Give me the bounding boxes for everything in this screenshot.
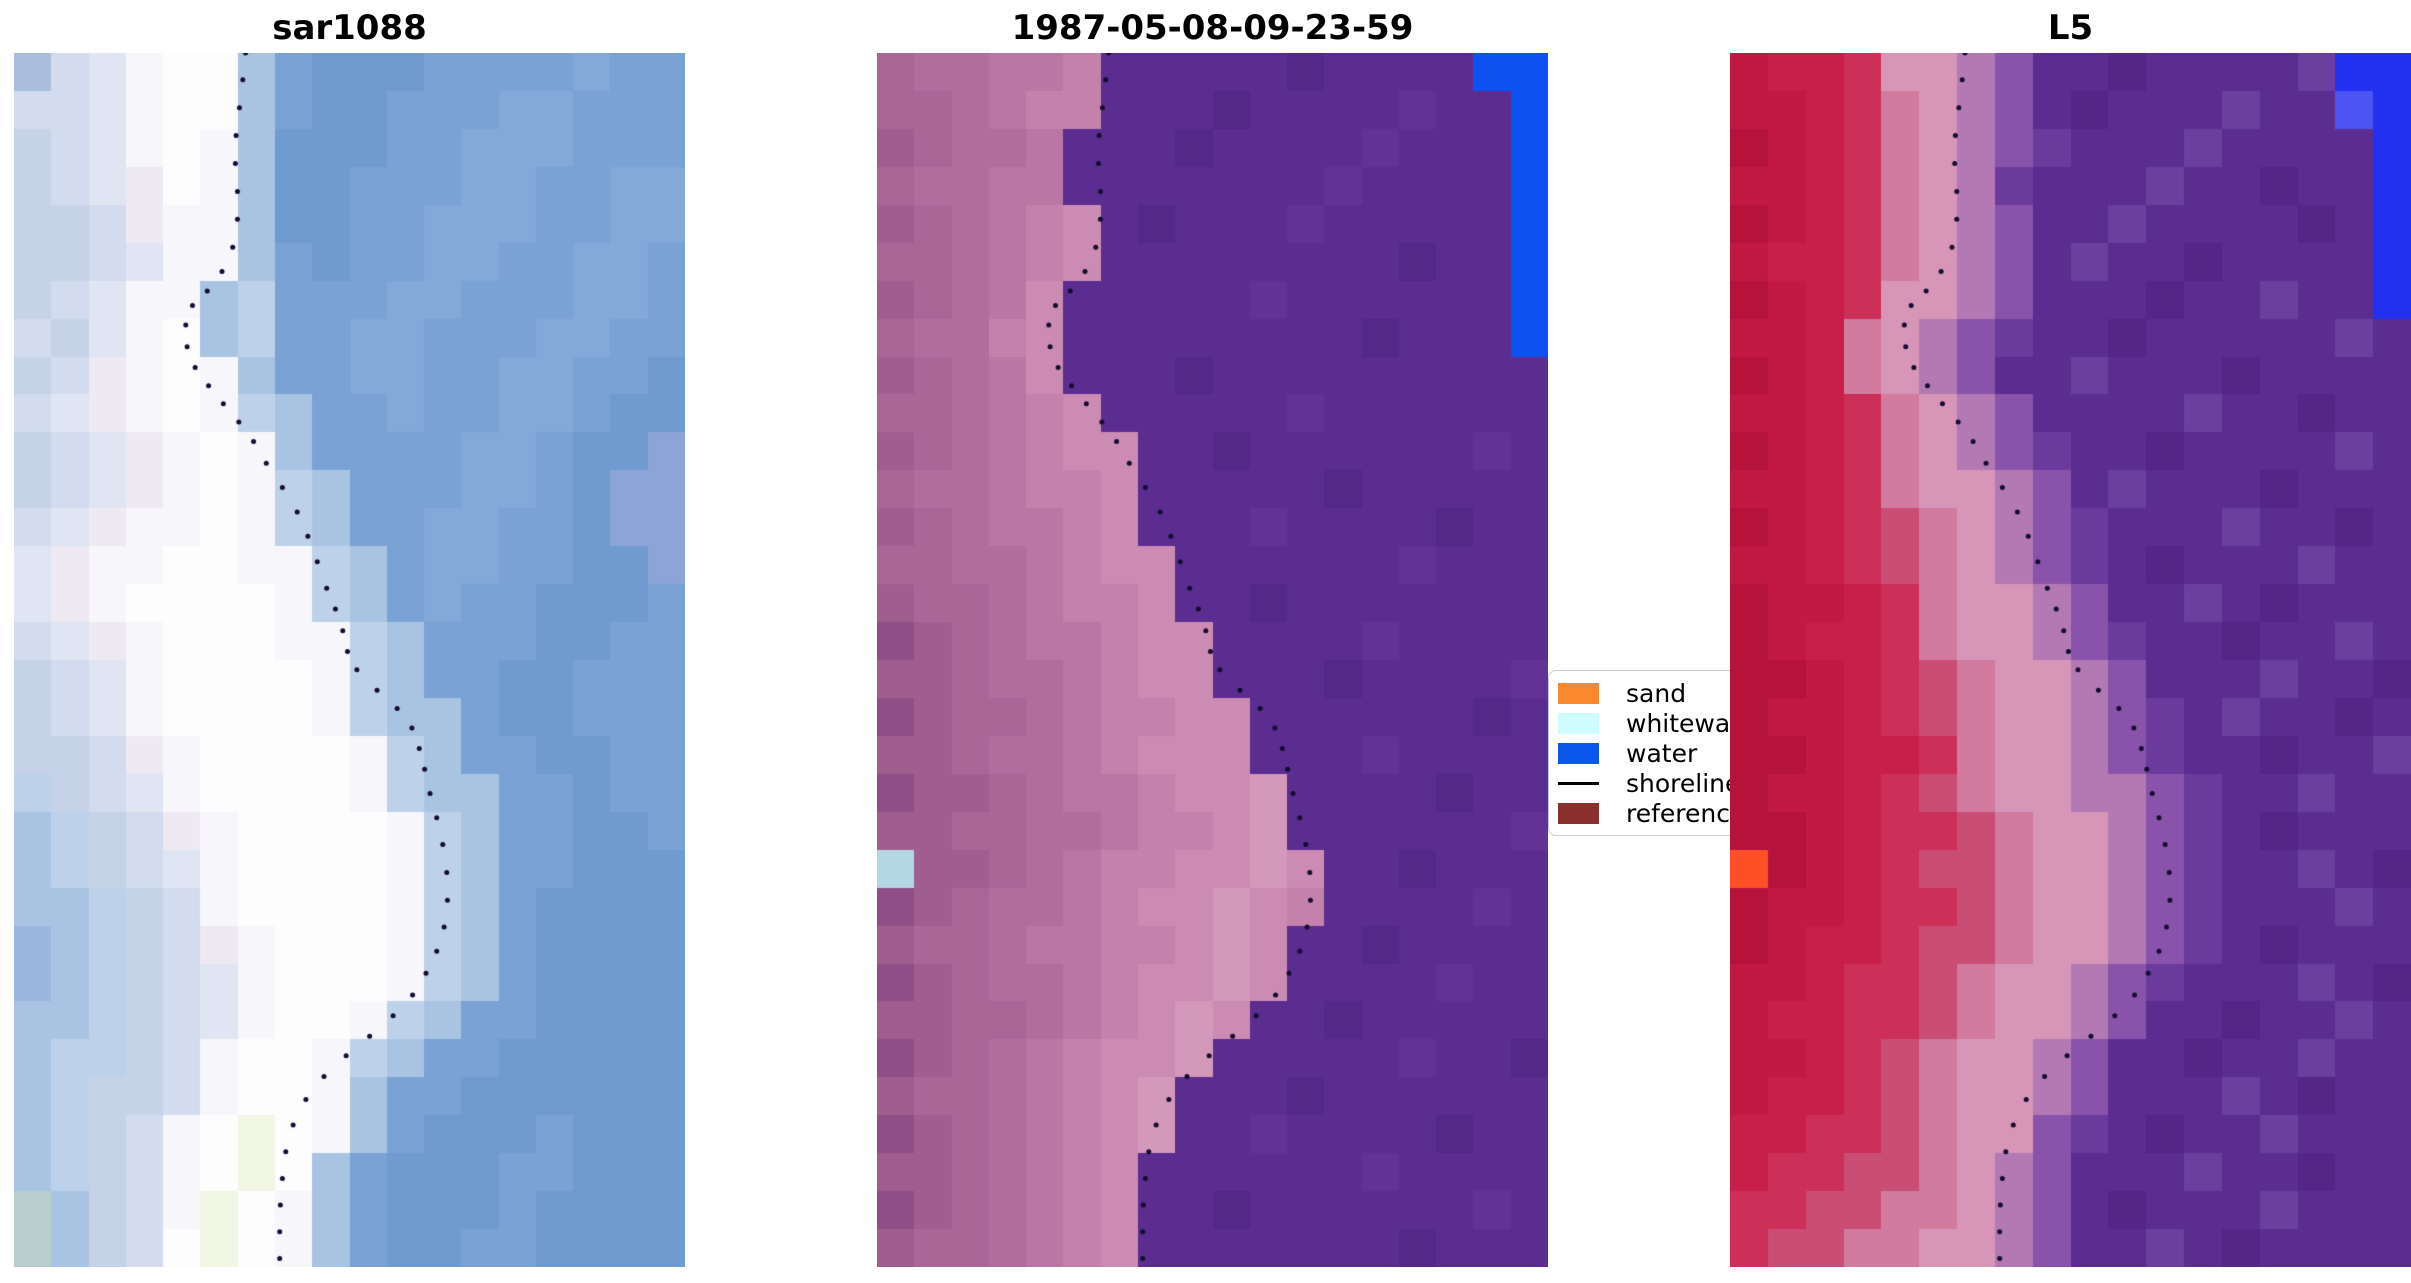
panel-title-sar1088: sar1088: [272, 8, 427, 48]
shoreline-line-icon: [1558, 781, 1599, 785]
water-swatch-icon: [1558, 742, 1599, 764]
whitewater-swatch-icon: [1558, 712, 1599, 734]
classified-image-canvas: [877, 53, 1548, 1267]
panel-title-date: 1987-05-08-09-23-59: [1011, 8, 1414, 48]
sar1088-image-canvas: [14, 53, 685, 1267]
legend-item-water: water: [1558, 738, 1787, 768]
legend-item-sand: sand: [1558, 678, 1787, 708]
legend-item-shoreline: shoreline: [1558, 768, 1787, 798]
panel-sar1088-image: [14, 53, 685, 1267]
legend-label: water: [1626, 738, 1698, 768]
sand-swatch-icon: [1558, 682, 1599, 704]
panel-classified-image: [877, 53, 1548, 1267]
panel-l5-image: [1730, 53, 2411, 1267]
l5-image-canvas: [1730, 53, 2411, 1267]
legend-label: shoreline: [1626, 768, 1741, 798]
panel-title-l5: L5: [2047, 8, 2094, 48]
legend-label: sand: [1626, 678, 1687, 708]
reference-shoreline-swatch-icon: [1558, 802, 1599, 824]
